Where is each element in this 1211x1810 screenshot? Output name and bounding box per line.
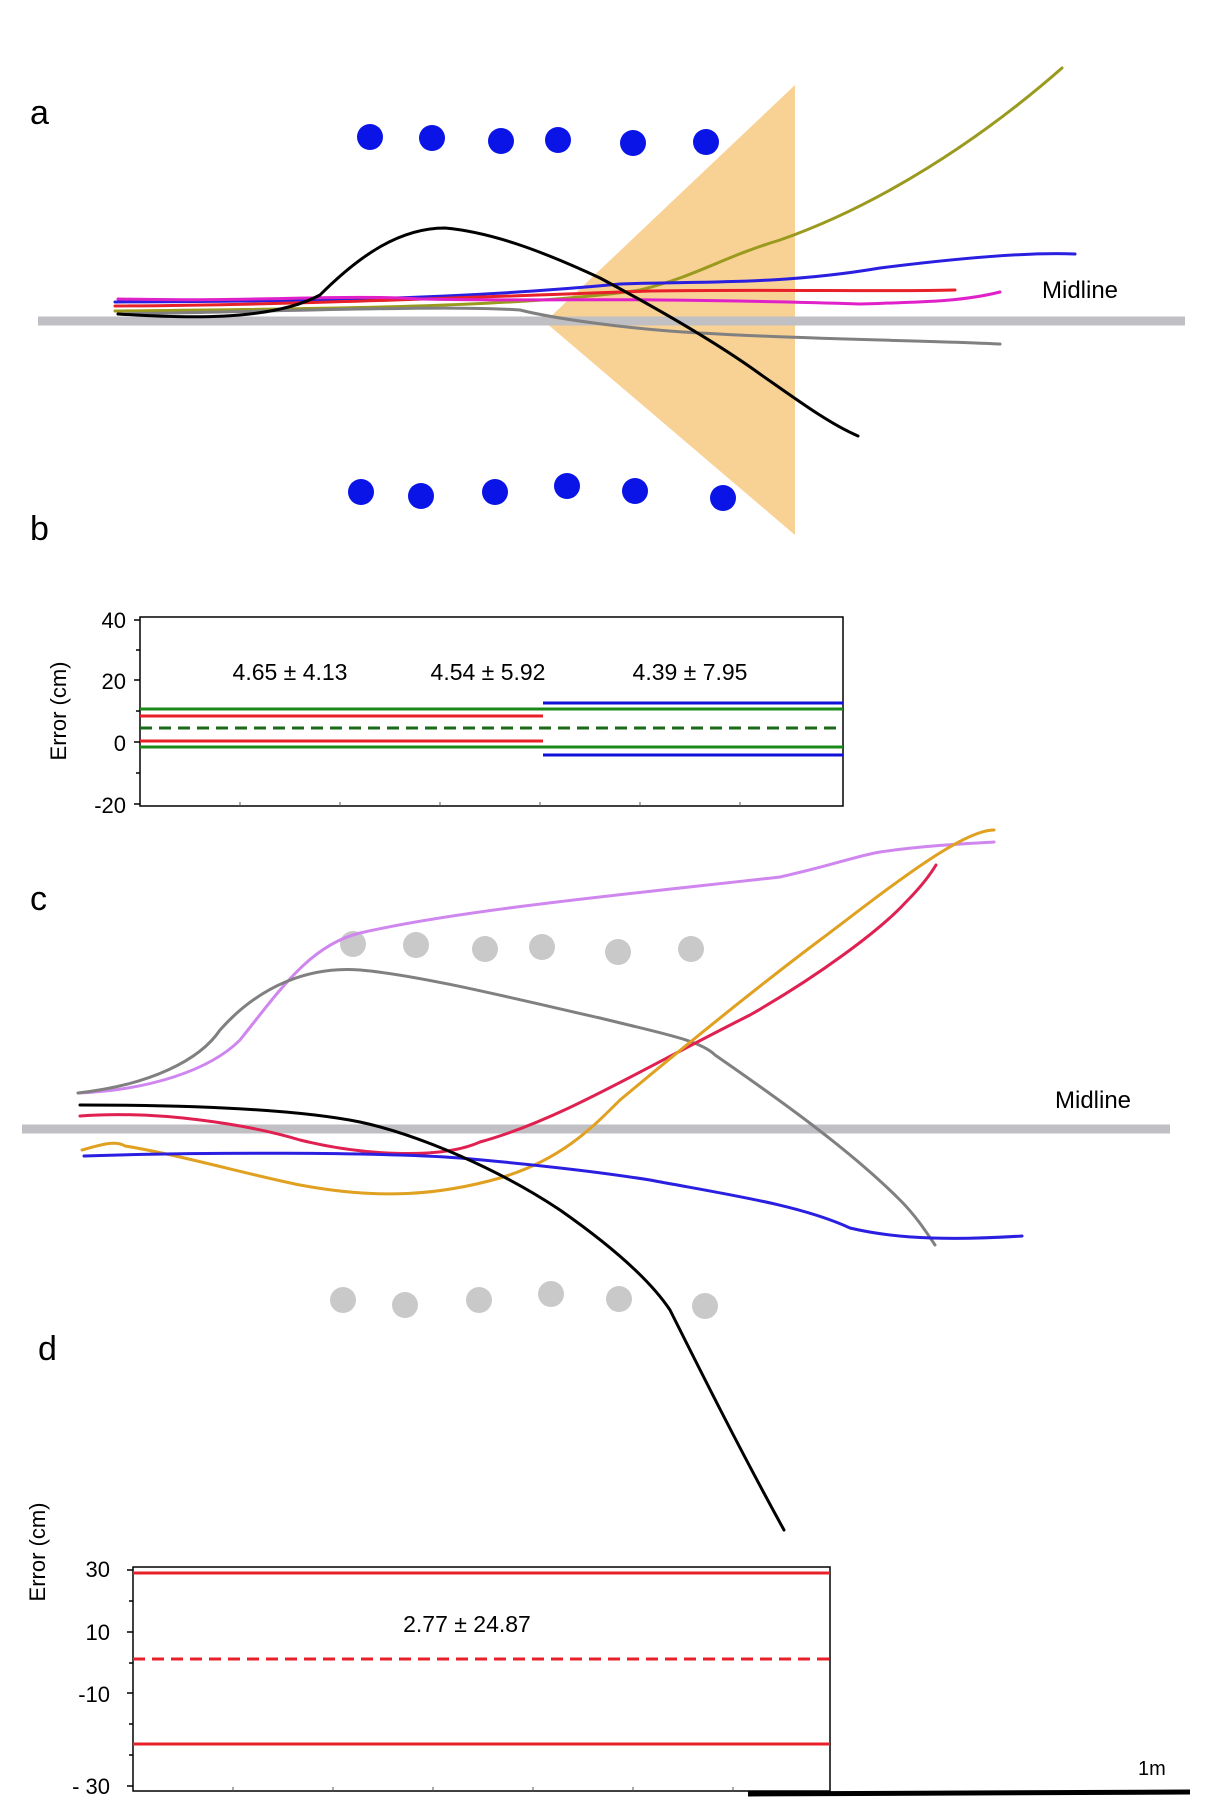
scale-bar: 1m bbox=[747, 1758, 1191, 1797]
landmark-dot bbox=[348, 479, 374, 505]
trajectory-blue-c bbox=[82, 1151, 1024, 1240]
trajectory-black-c bbox=[78, 1103, 786, 1532]
landmarks-c-top bbox=[340, 931, 704, 965]
panel-a-label: a bbox=[30, 94, 49, 132]
y-tick-label: -20 bbox=[94, 793, 126, 818]
panel-b: b 40 20 0 -20 Error (cm) bbox=[30, 510, 844, 818]
trajectory-black bbox=[116, 226, 860, 438]
y-tick-label: -10 bbox=[78, 1682, 110, 1707]
y-axis-label-d: Error (cm) bbox=[25, 1503, 50, 1602]
trajectory-blue bbox=[113, 252, 1077, 304]
trajectory-violet bbox=[76, 840, 996, 1095]
trajectory-gold bbox=[80, 828, 996, 1196]
landmark-dot bbox=[488, 128, 514, 154]
panel-b-label: b bbox=[30, 510, 49, 548]
scale-bar-line bbox=[747, 1789, 1191, 1797]
landmark-dot bbox=[357, 124, 383, 150]
trajectory-gray bbox=[116, 306, 1002, 346]
y-axis-label-b: Error (cm) bbox=[46, 662, 71, 761]
field-of-view-cone bbox=[545, 85, 795, 535]
y-tick-label: 20 bbox=[102, 669, 126, 694]
panel-c-label: c bbox=[30, 880, 47, 918]
landmark-dot bbox=[538, 1281, 564, 1307]
stat-label: 2.77 ± 24.87 bbox=[403, 1611, 531, 1637]
landmark-dot bbox=[419, 125, 445, 151]
y-tick-label: 0 bbox=[114, 731, 126, 756]
trajectory-olive bbox=[113, 66, 1064, 313]
y-tick-label: 30 bbox=[86, 1557, 110, 1582]
landmarks-c-bottom bbox=[330, 1281, 718, 1319]
panel-d: d 30 10 -10 - 30 Error (cm) bbox=[25, 1330, 831, 1799]
landmark-dot bbox=[678, 936, 704, 962]
y-tick-label: 40 bbox=[102, 608, 126, 633]
landmark-dot bbox=[693, 129, 719, 155]
midline-a-label: Midline bbox=[1042, 277, 1118, 304]
landmark-dot bbox=[545, 127, 571, 153]
plot-frame-d bbox=[132, 1566, 831, 1792]
landmark-dot bbox=[403, 932, 429, 958]
stat-label: 4.54 ± 5.92 bbox=[431, 659, 546, 685]
plot-frame-b bbox=[139, 616, 844, 807]
landmark-dot bbox=[710, 485, 736, 511]
landmark-dot bbox=[330, 1287, 356, 1313]
scale-bar-label: 1m bbox=[1138, 1758, 1166, 1780]
panel-c: c Midline bbox=[22, 828, 1170, 1532]
trajectory-gray-c bbox=[76, 967, 937, 1247]
landmark-dot bbox=[392, 1292, 418, 1318]
landmark-dot bbox=[408, 483, 434, 509]
landmark-dot bbox=[606, 1286, 632, 1312]
stat-label: 4.39 ± 7.95 bbox=[633, 659, 748, 685]
landmark-dot bbox=[605, 939, 631, 965]
stat-label: 4.65 ± 4.13 bbox=[233, 659, 348, 685]
y-tick-label: 10 bbox=[86, 1620, 110, 1645]
panel-a: a Midline bbox=[30, 66, 1185, 535]
landmark-dot bbox=[620, 130, 646, 156]
panel-d-label: d bbox=[38, 1330, 57, 1368]
landmark-dot bbox=[554, 473, 580, 499]
landmark-dot bbox=[529, 934, 555, 960]
landmark-dot bbox=[622, 478, 648, 504]
y-tick-label: - 30 bbox=[72, 1774, 110, 1799]
landmarks-a-bottom bbox=[348, 473, 736, 511]
landmark-dot bbox=[692, 1293, 718, 1319]
landmark-dot bbox=[466, 1287, 492, 1313]
landmarks-a-top bbox=[357, 124, 719, 156]
midline-c-label: Midline bbox=[1055, 1087, 1131, 1114]
landmark-dot bbox=[482, 479, 508, 505]
trajectory-red bbox=[113, 288, 957, 308]
trajectory-red-c bbox=[78, 863, 938, 1155]
landmark-dot bbox=[472, 936, 498, 962]
